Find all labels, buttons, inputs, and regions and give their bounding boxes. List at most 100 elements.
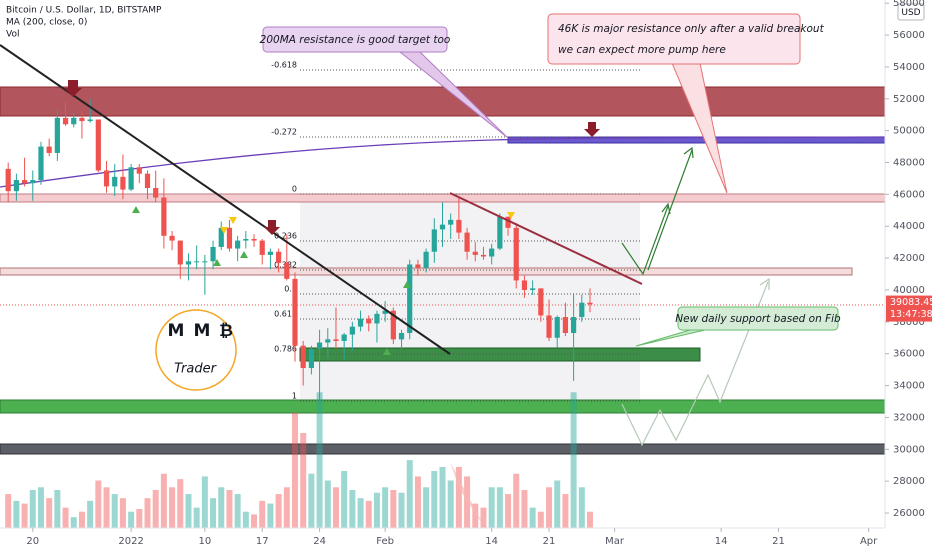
- candle-body: [505, 216, 511, 228]
- logo-letter: M: [194, 321, 211, 341]
- volume-bar: [537, 511, 544, 528]
- candle-body: [87, 119, 93, 122]
- volume-bar: [488, 487, 495, 528]
- fib-label: -0.272: [271, 128, 297, 137]
- volume-bar: [267, 503, 274, 528]
- x-tick-label: 14: [715, 536, 728, 547]
- candle-body: [333, 339, 339, 341]
- volume-bar: [513, 473, 520, 528]
- y-tick-label: 28000: [893, 476, 925, 487]
- candle-body: [226, 227, 233, 249]
- candle-body: [136, 167, 142, 174]
- volume-bar: [144, 498, 151, 528]
- volume-bar: [529, 507, 536, 528]
- callout-text: 46K is major resistance only after a val…: [558, 23, 825, 35]
- volume-bar: [29, 490, 36, 528]
- y-tick-label: 38000: [893, 317, 925, 328]
- candle-body: [153, 188, 159, 198]
- callout-box: [262, 26, 448, 53]
- candle-body: [489, 248, 495, 257]
- candle-body: [423, 251, 429, 268]
- x-tick-label: Mar: [605, 536, 625, 547]
- candle-body: [144, 173, 151, 189]
- indicator-label: Vol: [6, 30, 19, 40]
- candle-body: [407, 264, 413, 333]
- candle-body: [571, 317, 577, 333]
- volume-bar: [283, 487, 290, 528]
- candle-body: [177, 240, 183, 265]
- candle-body: [382, 310, 388, 314]
- resistance-46k: [0, 193, 886, 203]
- y-tick-label: 40000: [893, 285, 925, 296]
- volume-bar: [21, 503, 28, 528]
- candle-body: [562, 317, 569, 333]
- candle-body: [103, 170, 110, 187]
- candle-body: [316, 342, 323, 349]
- volume-bar: [169, 487, 176, 528]
- volume-bar: [275, 494, 282, 528]
- volume-bar: [357, 498, 364, 528]
- volume-bar: [210, 498, 217, 528]
- candle-body: [243, 238, 249, 241]
- volume-bar: [480, 507, 487, 528]
- y-tick-label: 58000: [893, 0, 925, 9]
- y-tick-label: 46000: [893, 189, 925, 200]
- signal-arrow: [584, 122, 600, 137]
- projection-arrow: [647, 146, 694, 271]
- volume-bar: [95, 480, 102, 528]
- candle-body: [439, 224, 446, 230]
- volume-bar: [251, 514, 258, 528]
- fib-label: 0.236: [274, 232, 297, 241]
- volume-bar: [472, 503, 479, 528]
- countdown: 13:47:38: [890, 309, 932, 320]
- candle-body: [366, 318, 372, 324]
- candle-body: [185, 261, 192, 265]
- candle-body: [62, 117, 69, 125]
- candle-body: [472, 251, 478, 255]
- volume-bar: [390, 490, 397, 528]
- x-tick-label: Apr: [860, 536, 878, 547]
- volume-bar: [193, 507, 200, 528]
- candle-body: [357, 318, 364, 327]
- callout-box: [677, 306, 839, 331]
- candle-body: [341, 334, 347, 341]
- volume-bar: [300, 433, 307, 528]
- logo-name: Trader: [174, 362, 217, 377]
- candle-body: [300, 345, 306, 369]
- volume-bar: [37, 487, 44, 528]
- x-tick-label: 17: [256, 536, 269, 547]
- candle-body: [546, 315, 552, 338]
- candle-body: [218, 227, 224, 247]
- volume-bar: [234, 494, 241, 528]
- currency: USD: [901, 8, 920, 18]
- fib-label: 0.786: [274, 345, 297, 354]
- y-tick-label: 52000: [893, 94, 925, 105]
- candle-body: [431, 229, 437, 252]
- candle-body: [161, 197, 167, 236]
- x-tick-label: 10: [198, 536, 211, 547]
- volume-bar: [431, 471, 438, 528]
- wedge-trendline: [449, 192, 643, 285]
- logo-letter: ₿: [219, 321, 233, 341]
- alt-projection: [621, 277, 770, 447]
- candle-body: [21, 180, 28, 184]
- candle-body: [448, 219, 454, 225]
- candle-body: [554, 317, 560, 338]
- candle-body: [480, 254, 487, 257]
- volume-bar: [62, 507, 69, 528]
- volume-bar: [496, 487, 503, 528]
- volume-bar: [218, 487, 225, 528]
- candle-body: [587, 302, 593, 305]
- candle-body: [513, 227, 519, 281]
- volume-bar: [562, 494, 569, 528]
- volume-bar: [398, 492, 405, 528]
- volume-bar: [128, 511, 135, 528]
- volume-bar: [70, 517, 77, 528]
- support-band: [0, 399, 886, 414]
- candle-body: [210, 246, 216, 262]
- x-tick-label: Feb: [376, 536, 394, 547]
- y-tick-label: 30000: [893, 444, 925, 455]
- fib-label: 0.618: [274, 310, 297, 319]
- candle-body: [579, 302, 585, 318]
- candle-layer: [5, 98, 593, 402]
